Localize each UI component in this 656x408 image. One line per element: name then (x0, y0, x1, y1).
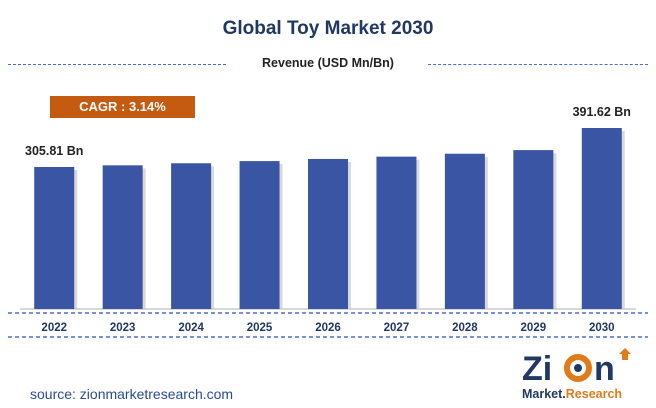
x-tick-label: 2029 (521, 322, 547, 334)
bar-2025 (239, 161, 280, 309)
x-tick-label: 2023 (110, 322, 136, 334)
x-tick-label: 2026 (315, 322, 341, 334)
bar-2024 (171, 163, 212, 309)
x-tick-label: 2027 (384, 322, 410, 334)
bar-2029 (513, 150, 554, 309)
x-tick-label: 2030 (589, 322, 615, 334)
bar-2023 (102, 165, 143, 309)
bar-2028 (444, 153, 485, 309)
subtitle-dash-left (8, 64, 226, 65)
x-tick-label: 2025 (247, 322, 273, 334)
x-tick-label: 2022 (41, 322, 67, 334)
chart-title: Global Toy Market 2030 (222, 18, 434, 39)
cagr-badge: CAGR : 3.14% (50, 96, 195, 118)
svg-text:Zi: Zi (522, 350, 552, 388)
bar-2030 (581, 128, 622, 309)
bar-2022 (34, 167, 75, 309)
source-text: source: zionmarketresearch.com (30, 386, 234, 402)
svg-text:n: n (594, 350, 615, 388)
chart-subtitle: Revenue (USD Mn/Bn) (254, 56, 402, 70)
data-label: 391.62 Bn (573, 105, 631, 119)
subtitle-row: Revenue (USD Mn/Bn) (8, 56, 648, 74)
x-tick-label: 2024 (178, 322, 204, 334)
data-label: 305.81 Bn (25, 144, 83, 158)
bar-2027 (376, 156, 417, 309)
subtitle-dash-right (428, 64, 648, 65)
zion-logo: Zi n Market.Research (522, 348, 631, 401)
bar-2026 (308, 158, 348, 309)
x-tick-label: 2028 (452, 322, 478, 334)
svg-text:Market.Research: Market.Research (522, 387, 622, 401)
